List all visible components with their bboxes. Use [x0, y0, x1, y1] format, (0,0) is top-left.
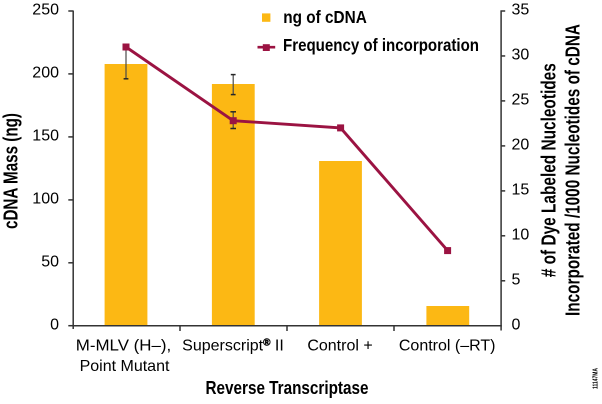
svg-text:0: 0 [50, 316, 59, 333]
svg-text:Reverse Transcriptase: Reverse Transcriptase [206, 377, 369, 398]
svg-text:5: 5 [512, 272, 521, 289]
svg-text:# of Dye Labeled Nucleotides: # of Dye Labeled Nucleotides [539, 63, 561, 277]
svg-text:cDNA Mass (ng): cDNA Mass (ng) [0, 113, 22, 229]
svg-text:10: 10 [512, 227, 530, 244]
svg-text:Incorporated /1000 Nucleotides: Incorporated /1000 Nucleotides of cDNA [563, 24, 585, 316]
svg-text:250: 250 [32, 2, 59, 19]
svg-text:Frequency of incorporation: Frequency of incorporation [283, 35, 479, 55]
svg-text:0: 0 [512, 316, 521, 333]
svg-text:Point Mutant: Point Mutant [80, 358, 170, 375]
svg-text:150: 150 [32, 128, 59, 145]
svg-text:50: 50 [41, 254, 59, 271]
svg-text:100: 100 [32, 191, 59, 208]
svg-text:Superscript® II: Superscript® II [182, 338, 284, 355]
svg-text:Control (–RT): Control (–RT) [399, 338, 496, 355]
svg-text:11147MA: 11147MA [591, 368, 600, 389]
svg-text:15: 15 [512, 182, 530, 199]
svg-text:Control +: Control + [307, 338, 372, 355]
svg-text:20: 20 [512, 137, 530, 154]
svg-text:25: 25 [512, 92, 530, 109]
svg-text:ng of cDNA: ng of cDNA [283, 7, 367, 27]
svg-text:200: 200 [32, 65, 59, 82]
svg-text:M-MLV (H–),: M-MLV (H–), [76, 338, 172, 355]
svg-text:35: 35 [512, 2, 530, 19]
svg-text:30: 30 [512, 47, 530, 64]
